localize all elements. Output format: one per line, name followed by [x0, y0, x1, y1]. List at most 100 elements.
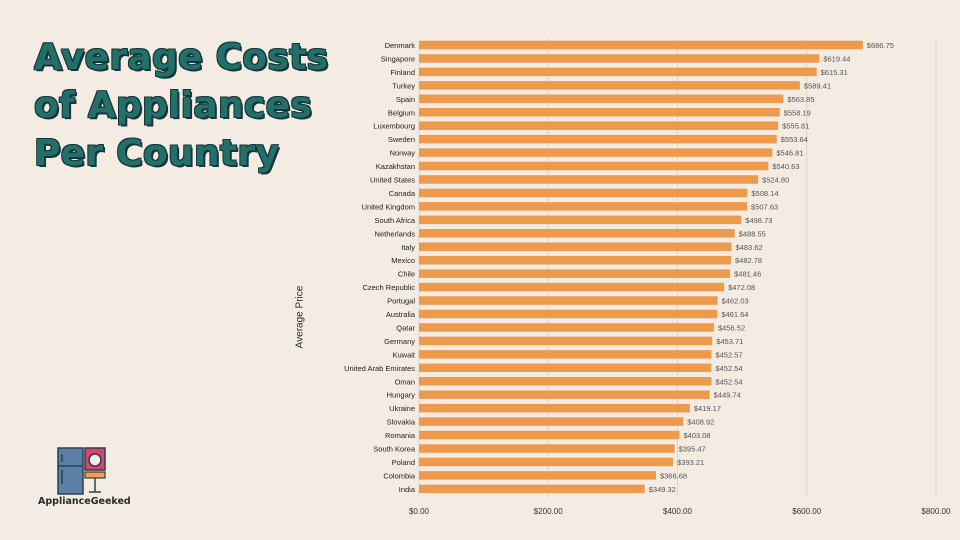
value-label: $546.81 — [776, 149, 803, 158]
bar-luxembourg — [419, 121, 779, 130]
bar-turkey — [419, 81, 800, 90]
category-label: Slovakia — [387, 418, 416, 427]
bar-mexico — [419, 255, 731, 265]
bar-qatar — [419, 323, 715, 332]
category-label: Finland — [390, 68, 415, 77]
category-label: Canada — [389, 189, 416, 198]
bar-hungary — [419, 390, 710, 399]
value-label: $461.64 — [721, 310, 748, 319]
value-label: $508.14 — [751, 189, 778, 198]
value-label: $349.32 — [649, 485, 676, 494]
value-label: $563.85 — [787, 95, 814, 104]
value-label: $553.64 — [781, 135, 808, 144]
category-label: Oman — [395, 377, 415, 386]
category-label: Czech Republic — [362, 283, 415, 292]
value-label: $453.71 — [716, 337, 743, 346]
x-tick-label: $0.00 — [409, 507, 430, 516]
value-label: $589.41 — [804, 81, 831, 90]
bar-australia — [419, 309, 718, 319]
bar-romania — [419, 430, 680, 440]
value-label: $419.17 — [694, 404, 721, 413]
category-label: Norway — [390, 149, 416, 158]
bar-belgium — [419, 108, 780, 117]
value-label: $403.08 — [683, 431, 710, 440]
category-label: India — [399, 485, 416, 494]
category-label: Chile — [398, 270, 415, 279]
category-label: Turkey — [392, 81, 415, 90]
x-tick-label: $400.00 — [663, 507, 692, 516]
brand-name: ApplianceGeeked — [38, 496, 131, 507]
category-label: Poland — [392, 458, 415, 467]
category-label: Australia — [386, 310, 416, 319]
bar-chile — [419, 269, 731, 278]
category-label: United States — [370, 176, 415, 185]
x-tick-label: $800.00 — [922, 507, 951, 516]
bar-poland — [419, 457, 674, 467]
value-label: $462.03 — [722, 297, 749, 306]
value-label: $686.75 — [867, 41, 894, 50]
category-label: Kazakhstan — [376, 162, 415, 171]
x-tick-label: $600.00 — [792, 507, 821, 516]
category-label: Ukraine — [389, 404, 415, 413]
bar-canada — [419, 188, 748, 198]
bar-south-africa — [419, 215, 742, 225]
category-label: Italy — [401, 243, 415, 252]
value-label: $488.55 — [739, 229, 766, 238]
value-label: $483.62 — [736, 243, 763, 252]
value-label: $540.63 — [772, 162, 799, 171]
appliance-geeked-logo-icon — [57, 447, 106, 495]
bar-india — [419, 484, 645, 494]
bar-finland — [419, 67, 817, 77]
value-label: $555.81 — [782, 122, 809, 131]
title-line-1: Average Costs — [34, 37, 329, 78]
category-label: South Africa — [375, 216, 416, 225]
bar-united-states — [419, 175, 759, 184]
value-label: $366.68 — [660, 471, 687, 480]
category-label: Colombia — [383, 471, 416, 480]
category-label: Sweden — [388, 135, 415, 144]
bar-netherlands — [419, 229, 735, 238]
bar-spain — [419, 94, 784, 104]
category-label: Denmark — [385, 41, 416, 50]
bar-italy — [419, 242, 732, 251]
category-label: Belgium — [388, 108, 415, 117]
bar-ukraine — [419, 403, 690, 413]
category-label: Luxembourg — [373, 122, 415, 131]
bar-oman — [419, 377, 712, 386]
value-label: $395.47 — [679, 445, 706, 454]
bar-slovakia — [419, 417, 684, 426]
value-label: $507.63 — [751, 202, 778, 211]
category-label: South Korea — [373, 445, 416, 454]
category-label: Netherlands — [375, 229, 416, 238]
bar-norway — [419, 148, 773, 157]
value-label: $452.54 — [715, 364, 742, 373]
bar-portugal — [419, 296, 718, 305]
value-label: $472.08 — [728, 283, 755, 292]
bar-united-kingdom — [419, 202, 748, 211]
bar-singapore — [419, 54, 820, 63]
value-label: $482.78 — [735, 256, 762, 265]
category-label: Portugal — [387, 297, 415, 306]
category-label: Germany — [384, 337, 415, 346]
value-label: $524.80 — [762, 176, 789, 185]
bar-czech-republic — [419, 282, 725, 292]
category-label: Mexico — [391, 256, 415, 265]
x-tick-label: $200.00 — [534, 507, 563, 516]
value-label: $452.57 — [715, 350, 742, 359]
bar-united-arab-emirates — [419, 363, 712, 373]
value-label: $393.21 — [677, 458, 704, 467]
title-line-3: Per Country — [34, 133, 280, 174]
value-label: $558.19 — [784, 108, 811, 117]
value-label: $449.74 — [714, 391, 741, 400]
value-label: $408.92 — [687, 418, 714, 427]
bar-colombia — [419, 471, 656, 480]
value-label: $456.52 — [718, 323, 745, 332]
category-label: United Kingdom — [362, 202, 415, 211]
category-label: Romania — [385, 431, 416, 440]
bar-germany — [419, 336, 713, 346]
bar-kuwait — [419, 350, 712, 359]
bar-denmark — [419, 40, 863, 50]
page-title: Average Costs of Appliances Per Country — [34, 34, 328, 178]
title-line-2: of Appliances — [34, 85, 313, 126]
